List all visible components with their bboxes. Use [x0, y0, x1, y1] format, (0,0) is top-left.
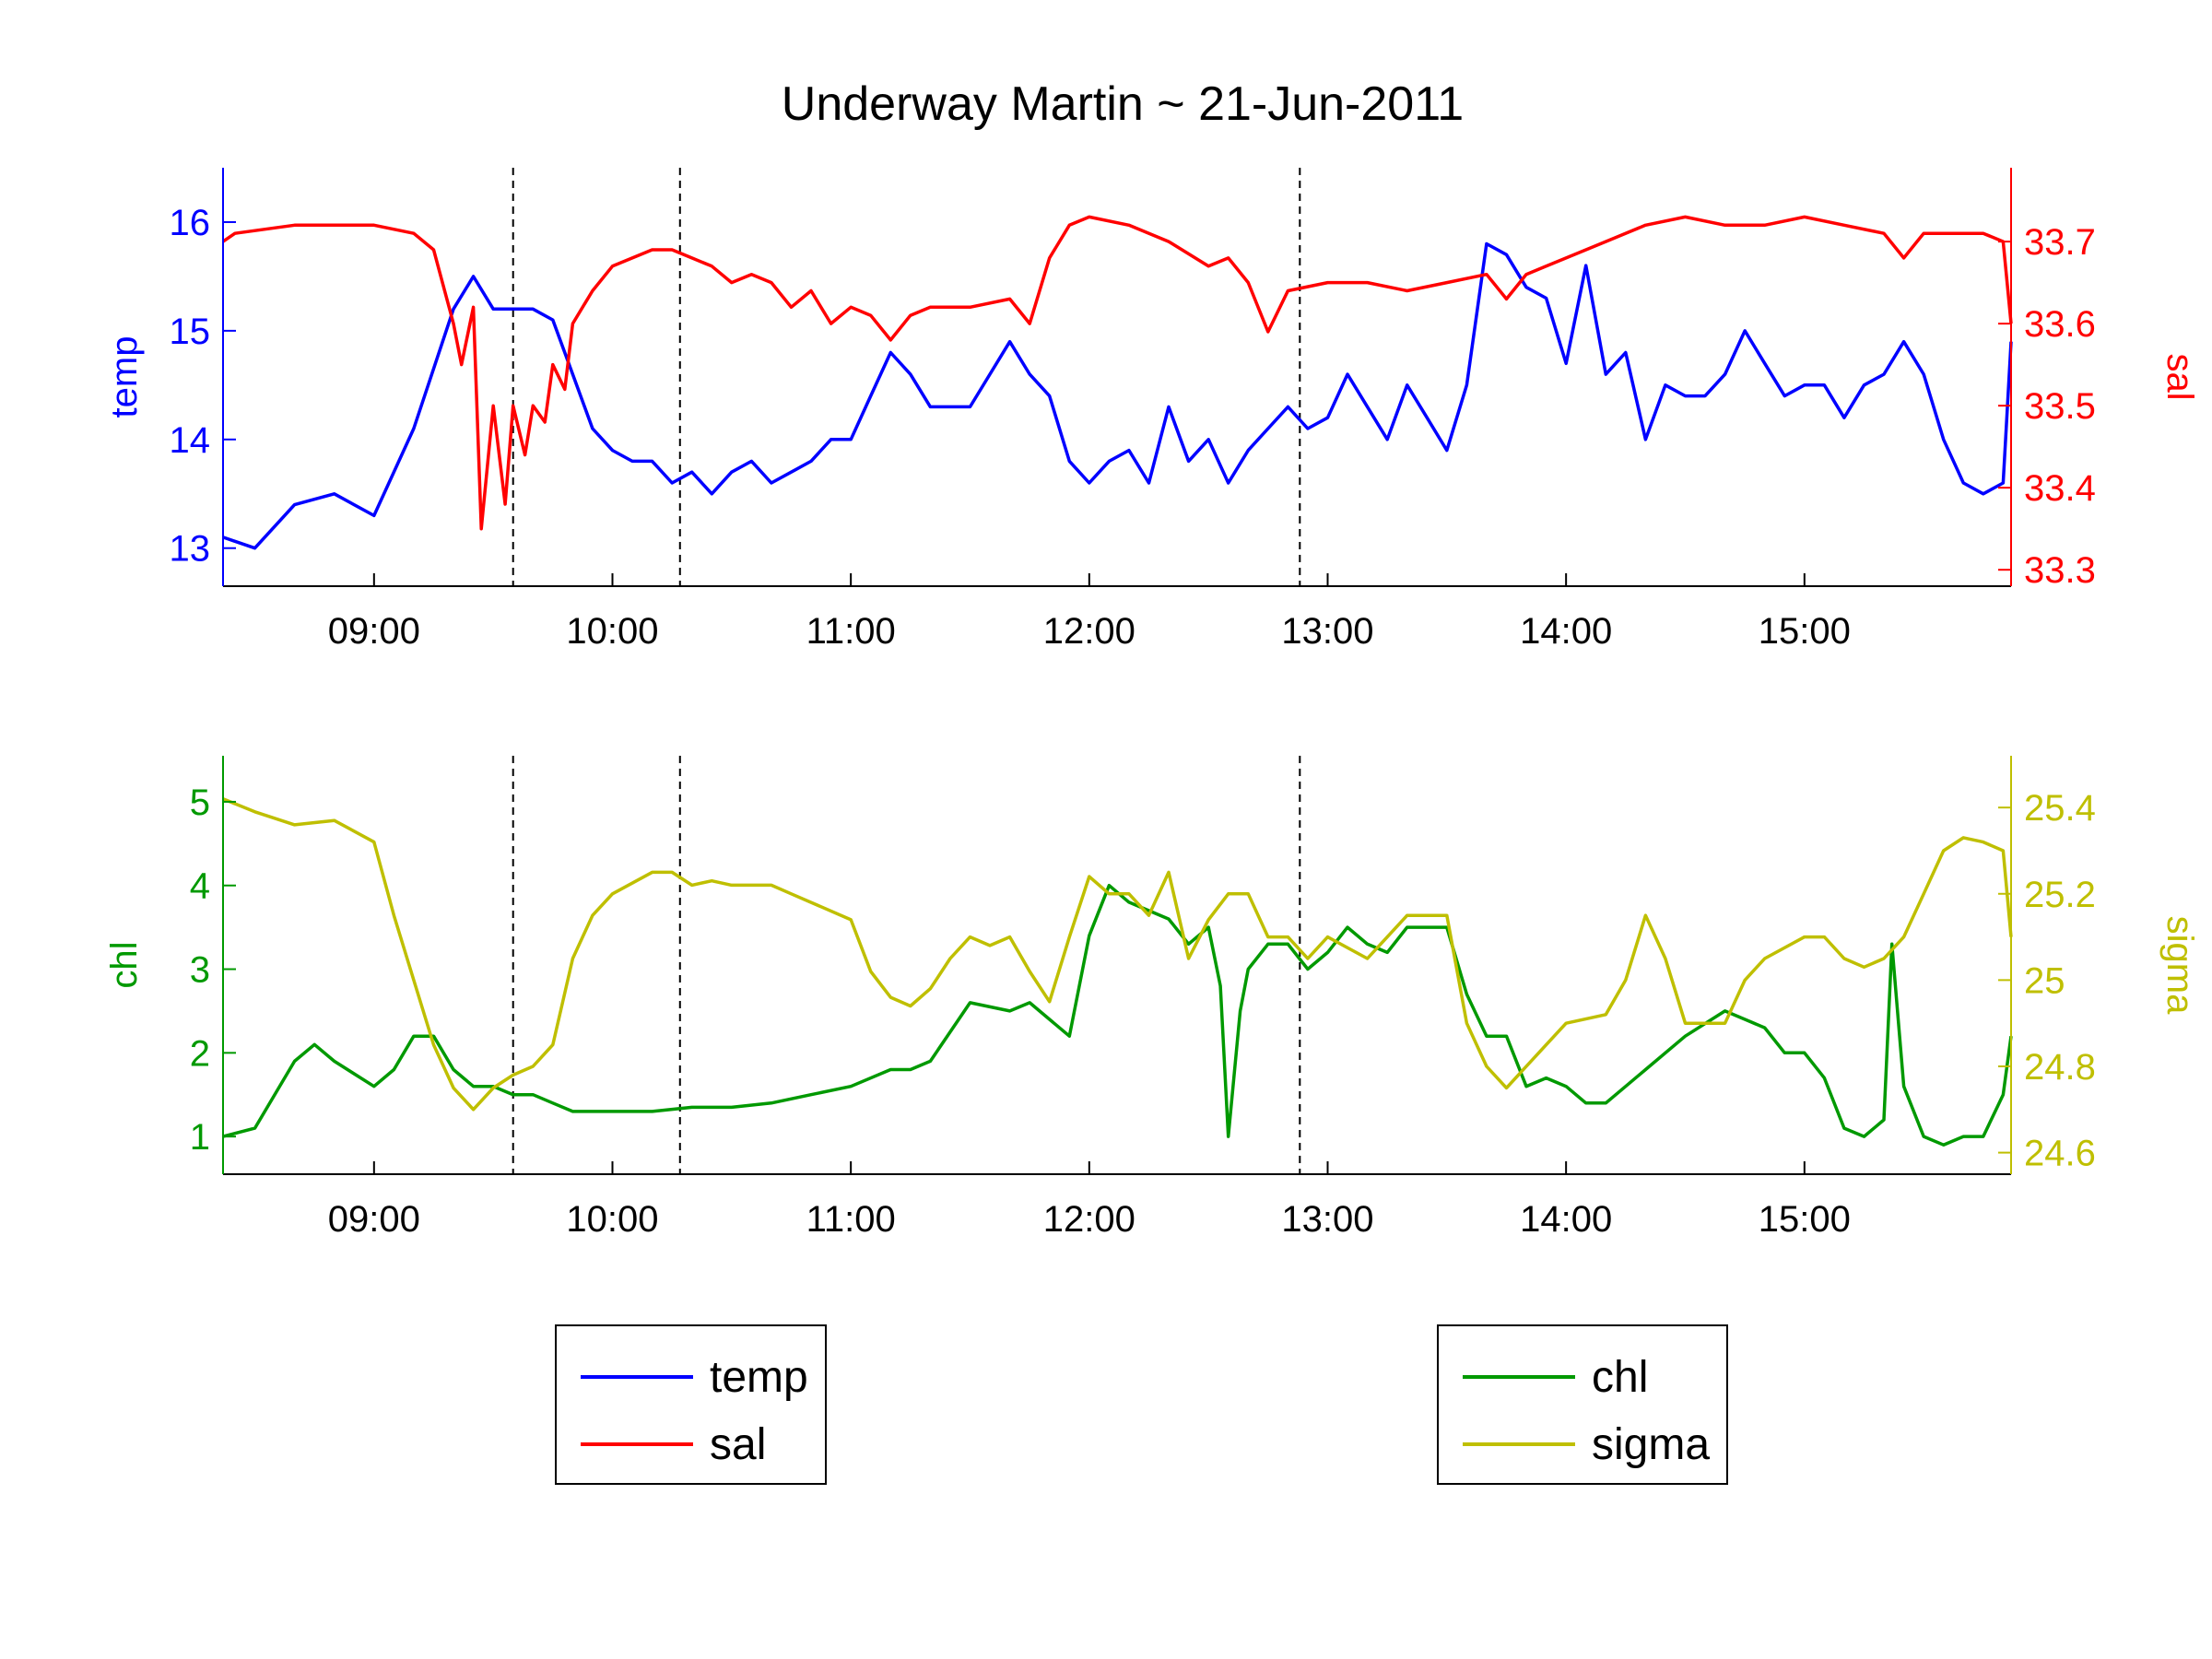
- left-axis-label: temp: [104, 336, 145, 418]
- x-tick-label: 11:00: [806, 611, 896, 652]
- x-tick-label: 15:00: [1759, 611, 1851, 652]
- left-tick-label: 14: [170, 420, 211, 461]
- right-tick-label: 24.8: [2024, 1047, 2096, 1088]
- x-tick-label: 10:00: [566, 1199, 658, 1240]
- legend-temp-sal: temp sal: [555, 1324, 827, 1485]
- x-tick-label: 12:00: [1043, 611, 1135, 652]
- legend-chl-sigma: chl sigma: [1437, 1324, 1728, 1485]
- x-tick-label: 10:00: [566, 611, 658, 652]
- left-tick-label: 13: [170, 529, 211, 570]
- series-line-sigma: [222, 797, 2013, 1112]
- series-line-temp: [222, 241, 2013, 550]
- legend-label-sal: sal: [710, 1420, 766, 1469]
- right-tick-label: 25: [2024, 960, 2065, 1001]
- right-axis-label: sal: [2159, 353, 2200, 400]
- right-tick-label: 33.6: [2024, 304, 2096, 345]
- x-tick-label: 14:00: [1520, 1199, 1612, 1240]
- x-tick-label: 15:00: [1759, 1199, 1851, 1240]
- left-axis-label: chl: [104, 941, 145, 988]
- left-tick-label: 5: [190, 782, 210, 823]
- x-tick-label: 13:00: [1281, 1199, 1373, 1240]
- left-tick-label: 4: [190, 866, 210, 907]
- x-tick-label: 13:00: [1281, 611, 1373, 652]
- chart-title: Underway Martin ~ 21-Jun-2011: [782, 77, 1464, 131]
- top-panel: 09:00 10:00 11:00 12:00 13:00 14:00 15:00 13 14 1…: [104, 168, 2200, 652]
- x-tick-label: 11:00: [806, 1199, 896, 1240]
- right-tick-label: 33.7: [2024, 222, 2096, 263]
- series-line-sal: [222, 215, 2013, 531]
- x-tick-label: 14:00: [1520, 611, 1612, 652]
- right-tick-label: 24.6: [2024, 1134, 2096, 1174]
- right-tick-label: 33.5: [2024, 386, 2096, 427]
- x-tick-label: 12:00: [1043, 1199, 1135, 1240]
- legend-label-temp: temp: [710, 1353, 808, 1402]
- left-tick-label: 3: [190, 950, 210, 991]
- bottom-panel: 09:00 10:00 11:00 12:00 13:00 14:00 15:00 1 2 3 4 5…: [104, 756, 2200, 1240]
- left-tick-label: 15: [170, 312, 211, 352]
- left-tick-label: 16: [170, 203, 211, 243]
- legend-box: [1437, 1324, 1728, 1485]
- left-tick-label: 2: [190, 1033, 210, 1074]
- right-tick-label: 33.3: [2024, 550, 2096, 591]
- right-tick-label: 33.4: [2024, 468, 2096, 509]
- right-axis-label: sigma: [2159, 916, 2200, 1015]
- right-tick-label: 25.2: [2024, 875, 2096, 915]
- legend-label-sigma: sigma: [1592, 1420, 1710, 1469]
- x-tick-label: 09:00: [328, 611, 420, 652]
- left-tick-label: 1: [190, 1117, 210, 1158]
- x-tick-label: 09:00: [328, 1199, 420, 1240]
- legend-box: [555, 1324, 827, 1485]
- series-line-chl: [222, 883, 2013, 1147]
- right-tick-label: 25.4: [2024, 788, 2096, 829]
- legend-label-chl: chl: [1592, 1353, 1648, 1402]
